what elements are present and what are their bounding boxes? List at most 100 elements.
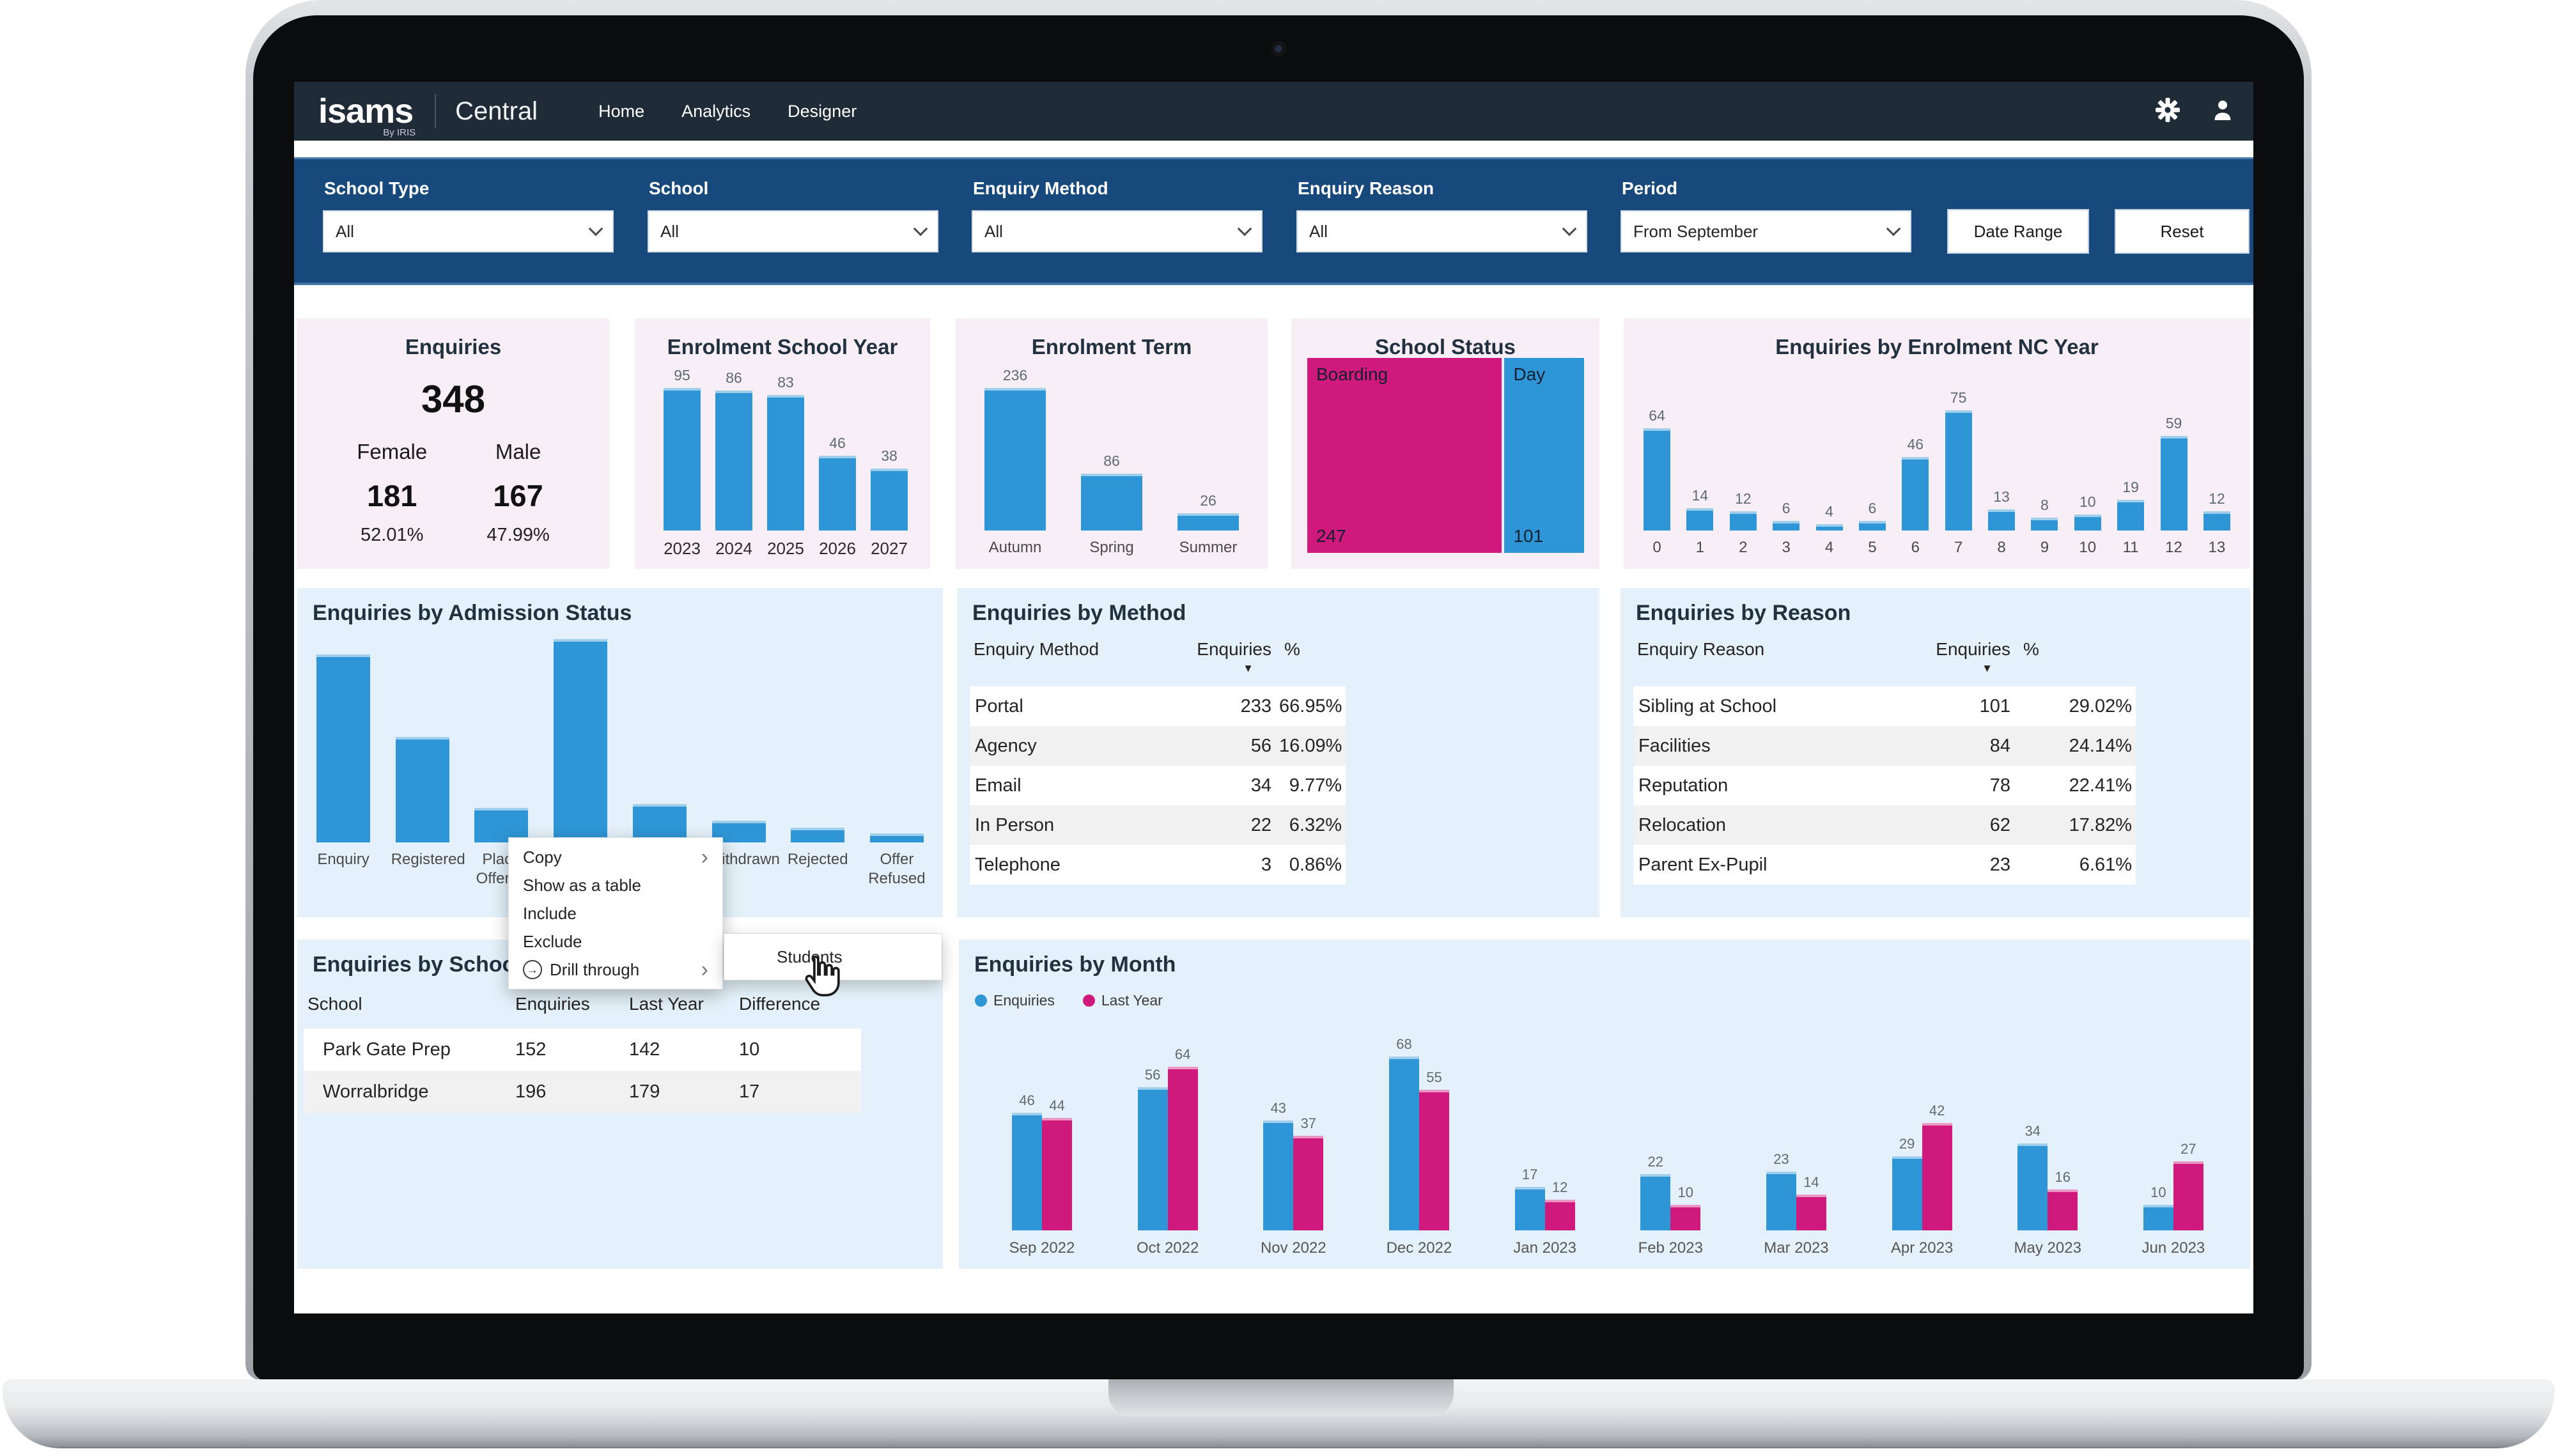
- bar-last-year[interactable]: [1544, 1200, 1575, 1230]
- nav-link-home[interactable]: Home: [598, 101, 645, 121]
- bar-Place Offered[interactable]: [474, 808, 529, 842]
- bar-7[interactable]: [1945, 410, 1972, 531]
- bar-enquiries[interactable]: [1892, 1156, 1922, 1230]
- bar-last-year[interactable]: [1418, 1090, 1449, 1230]
- treemap-boarding[interactable]: Boarding 247: [1307, 358, 1502, 553]
- bar-2023[interactable]: [664, 388, 701, 531]
- table-row[interactable]: Worralbridge 196 179 17: [304, 1071, 861, 1113]
- bar-enquiries[interactable]: [1514, 1187, 1545, 1230]
- table-row[interactable]: Portal 233 66.95%: [970, 686, 1346, 726]
- bar-6[interactable]: [1902, 457, 1929, 531]
- column-header[interactable]: Difference: [735, 994, 861, 1014]
- bar-last-year[interactable]: [2173, 1161, 2203, 1230]
- table-row[interactable]: Parent Ex-Pupil 23 6.61%: [1633, 845, 2136, 885]
- submenu-label: Students: [777, 947, 843, 966]
- bar-enquiries[interactable]: [1012, 1113, 1042, 1230]
- menu-item-show-as-table[interactable]: Show as a table: [509, 871, 722, 899]
- bar-col3[interactable]: [554, 639, 608, 842]
- bar-last-year[interactable]: [1670, 1205, 1701, 1230]
- bar-enquiries[interactable]: [1766, 1172, 1796, 1230]
- table-row[interactable]: Email 34 9.77%: [970, 766, 1346, 805]
- treemap-day[interactable]: Day 101: [1504, 358, 1584, 553]
- bar-enquiries[interactable]: [1137, 1087, 1168, 1230]
- nav-link-designer[interactable]: Designer: [788, 101, 857, 121]
- column-header[interactable]: %: [2014, 639, 2136, 660]
- column-header[interactable]: Enquiries: [511, 994, 625, 1014]
- menu-item-include[interactable]: Include: [509, 899, 722, 927]
- enquiry-reason-dropdown[interactable]: All: [1296, 210, 1587, 252]
- bar-10[interactable]: [2074, 515, 2101, 531]
- bar-Summer[interactable]: [1177, 513, 1239, 531]
- bar-2024[interactable]: [715, 391, 752, 531]
- bar-2[interactable]: [1729, 511, 1757, 531]
- column-header[interactable]: Enquiries ▼: [1162, 639, 1275, 675]
- bar-value-label: 75: [1950, 389, 1967, 406]
- column-header[interactable]: School: [304, 994, 511, 1014]
- reset-button[interactable]: Reset: [2115, 209, 2250, 254]
- bar-last-year[interactable]: [1922, 1123, 1952, 1230]
- table-row[interactable]: Agency 56 16.09%: [970, 726, 1346, 766]
- school-type-dropdown[interactable]: All: [323, 210, 614, 252]
- gear-icon[interactable]: [2155, 97, 2180, 126]
- bar-Enquiry[interactable]: [316, 654, 370, 842]
- bar-2025[interactable]: [767, 395, 804, 531]
- column-header[interactable]: Last Year: [625, 994, 735, 1014]
- menu-item-copy[interactable]: Copy ›: [509, 843, 722, 871]
- bar-13[interactable]: [2203, 511, 2230, 531]
- bar-Autumn[interactable]: [984, 388, 1046, 531]
- column-header[interactable]: Enquiry Method: [970, 639, 1162, 660]
- user-icon[interactable]: [2210, 97, 2235, 126]
- bar-0[interactable]: [1644, 428, 1670, 531]
- table-row[interactable]: In Person 22 6.32%: [970, 805, 1346, 845]
- menu-item-drill-through[interactable]: → Drill through ›: [509, 956, 722, 984]
- bar-1[interactable]: [1686, 508, 1714, 531]
- table-row[interactable]: Sibling at School 101 29.02%: [1633, 686, 2136, 726]
- bar-3[interactable]: [1773, 521, 1800, 531]
- bar-enquiries[interactable]: [1640, 1174, 1671, 1230]
- series-column: 42: [1922, 1103, 1952, 1230]
- bar-12[interactable]: [2160, 436, 2188, 531]
- bar-2027[interactable]: [871, 469, 908, 531]
- table-cell: Telephone: [975, 854, 1061, 875]
- legend-enquiries[interactable]: Enquiries: [975, 992, 1055, 1009]
- column-header[interactable]: Enquiries ▼: [1904, 639, 2014, 675]
- column-header[interactable]: %: [1275, 639, 1346, 660]
- school-dropdown[interactable]: All: [648, 210, 938, 252]
- bar-4[interactable]: [1815, 524, 1843, 531]
- bar-last-year[interactable]: [1167, 1067, 1198, 1230]
- bar-last-year[interactable]: [2048, 1189, 2078, 1230]
- column-header[interactable]: Enquiry Reason: [1633, 639, 1904, 660]
- series-column: 14: [1796, 1174, 1826, 1230]
- bar-last-year[interactable]: [1042, 1118, 1072, 1230]
- menu-item-exclude[interactable]: Exclude: [509, 927, 722, 956]
- table-cell: 34: [1250, 775, 1271, 796]
- bar-Spring[interactable]: [1081, 474, 1142, 531]
- bar-9[interactable]: [2031, 518, 2058, 531]
- bar-Rejected[interactable]: [791, 828, 845, 842]
- bar-Offer Refused[interactable]: [869, 833, 924, 842]
- table-row[interactable]: Relocation 62 17.82%: [1633, 805, 2136, 845]
- legend-last-year[interactable]: Last Year: [1082, 992, 1163, 1009]
- table-row[interactable]: Reputation 78 22.41%: [1633, 766, 2136, 805]
- bar-col4[interactable]: [632, 804, 687, 842]
- nav-link-analytics[interactable]: Analytics: [681, 101, 751, 121]
- table-row[interactable]: Facilities 84 24.14%: [1633, 726, 2136, 766]
- bar-2026[interactable]: [819, 456, 856, 531]
- date-range-button[interactable]: Date Range: [1947, 209, 2089, 254]
- bar-11[interactable]: [2117, 500, 2145, 531]
- bar-5[interactable]: [1858, 521, 1886, 531]
- enquiry-method-dropdown[interactable]: All: [972, 210, 1263, 252]
- table-row[interactable]: Telephone 3 0.86%: [970, 845, 1346, 885]
- bar-enquiries[interactable]: [1263, 1120, 1294, 1230]
- bar-8[interactable]: [1988, 509, 2015, 531]
- isams-logo[interactable]: isams By IRIS: [318, 94, 416, 137]
- bar-last-year[interactable]: [1796, 1195, 1826, 1230]
- bar-Registered[interactable]: [395, 737, 449, 842]
- card-enrolment-school-year: Enrolment School Year 95 2023 86 2024 83 2025…: [635, 318, 930, 569]
- bar-enquiries[interactable]: [1388, 1057, 1419, 1230]
- bar-enquiries[interactable]: [2017, 1143, 2048, 1230]
- bar-last-year[interactable]: [1293, 1136, 1324, 1230]
- period-dropdown[interactable]: From September: [1620, 210, 1911, 252]
- bar-enquiries[interactable]: [2143, 1205, 2173, 1230]
- table-row[interactable]: Park Gate Prep 152 142 10: [304, 1028, 861, 1071]
